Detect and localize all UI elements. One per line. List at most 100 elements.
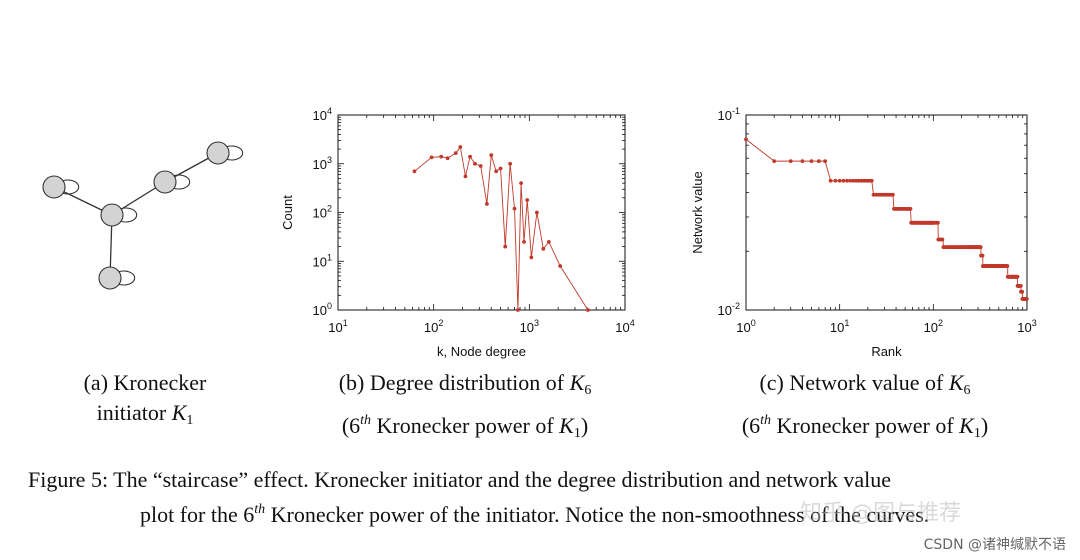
- data-point: [851, 178, 856, 183]
- data-point: [525, 198, 530, 202]
- data-point: [498, 166, 503, 171]
- data-point: [445, 156, 450, 161]
- panel-a-sub: 1: [186, 413, 194, 428]
- data-point: [484, 202, 489, 206]
- initiator-nodes: [42, 141, 244, 290]
- panel-a-caption: (a) Kronecker initiator K1: [50, 368, 240, 436]
- panel-b-caption-line2a: (6: [341, 413, 361, 438]
- data-point: [458, 145, 463, 149]
- x-tick-label: 101: [328, 318, 347, 335]
- panel-b-caption-line2b: Kronecker power of: [371, 413, 560, 438]
- figure-caption-line2b: Kronecker power of the initiator. Notice…: [265, 502, 930, 527]
- x-tick-label: 100: [736, 318, 755, 335]
- node: [206, 141, 230, 165]
- data-point: [516, 308, 520, 312]
- data-point: [478, 164, 483, 168]
- data-point: [535, 210, 539, 215]
- panel-b-sup: th: [360, 413, 372, 428]
- network-value-chart: 100 101 102 103 10-2 10-1 Rank Network value: [690, 106, 1037, 359]
- figure-caption-sup: th: [254, 502, 266, 517]
- panel-b-caption-line1: (b) Degree distribution of: [338, 370, 570, 395]
- self-loop: [225, 145, 244, 161]
- data-point: [586, 308, 590, 312]
- data-point: [816, 159, 821, 164]
- panel-c-caption-line2a: (6: [741, 413, 761, 438]
- data-point: [546, 239, 551, 244]
- figure-caption-line2a: plot for the 6: [140, 502, 255, 527]
- data-point: [468, 154, 472, 159]
- y-axis-label: Count: [280, 195, 295, 230]
- data-point: [837, 178, 842, 183]
- data-point: [908, 206, 913, 211]
- y-tick-label: 103: [313, 155, 332, 172]
- data-point: [1024, 297, 1029, 301]
- data-point: [744, 137, 748, 142]
- panel-b-caption: (b) Degree distribution of K6 (6th Krone…: [280, 368, 650, 449]
- y-tick-label: 104: [313, 106, 332, 123]
- y-tick-label: 10-1: [718, 106, 740, 123]
- figure-caption-line2: plot for the 6th Kronecker power of the …: [28, 495, 1068, 530]
- data-point: [512, 206, 517, 211]
- data-point: [845, 178, 849, 183]
- x-tick-label: 103: [1017, 318, 1036, 335]
- panel-c-caption-line1: (c) Network value of: [759, 370, 949, 395]
- y-tick-label: 100: [313, 301, 332, 318]
- panel-c-caption-line2c: ): [980, 413, 989, 438]
- data-point: [453, 151, 458, 156]
- figure-caption: Figure 5: The “staircase” effect. Kronec…: [28, 465, 1068, 530]
- panel-c-sub: 6: [963, 383, 971, 398]
- node: [42, 175, 66, 199]
- data-point: [936, 220, 940, 225]
- panel-b-caption-line2c: ): [580, 413, 589, 438]
- y-tick-label: 10-2: [718, 301, 740, 318]
- panel-c-sub2: 1: [973, 426, 981, 441]
- data-point: [519, 181, 523, 186]
- data-point: [1018, 283, 1023, 288]
- data-point: [828, 178, 833, 183]
- self-loop: [172, 174, 191, 190]
- data-point: [529, 255, 534, 260]
- data-point: [412, 169, 417, 174]
- data-point: [1015, 274, 1020, 279]
- data-point: [823, 159, 828, 164]
- data-point: [503, 244, 508, 249]
- data-point: [869, 178, 874, 183]
- x-tick-label: 104: [615, 318, 634, 335]
- x-tick-label: 101: [830, 318, 849, 335]
- data-point: [439, 154, 444, 159]
- data-point: [508, 161, 513, 166]
- panel-b-symbol2: K: [559, 413, 574, 438]
- data-point: [854, 178, 859, 183]
- x-axis-label: Rank: [871, 344, 902, 359]
- self-loop: [117, 270, 136, 286]
- data-point: [848, 178, 853, 183]
- data-point: [980, 253, 985, 258]
- self-loop: [61, 179, 80, 195]
- data-point: [429, 155, 434, 160]
- plot-frame: [745, 114, 1028, 311]
- data-point: [541, 246, 546, 251]
- data-point: [772, 159, 777, 164]
- series-line: [414, 145, 589, 311]
- initiator-edges: [53, 152, 219, 279]
- data-point: [841, 178, 846, 183]
- node: [98, 266, 122, 290]
- data-point: [1005, 264, 1010, 268]
- data-point: [978, 245, 983, 250]
- data-point: [473, 161, 477, 166]
- data-point: [1020, 289, 1025, 294]
- panel-b-symbol: K: [569, 370, 585, 395]
- panel-c-symbol: K: [948, 370, 964, 395]
- self-loop: [119, 207, 138, 223]
- watermark-footer: CSDN @诸神缄默不语: [923, 537, 1066, 553]
- panel-a-caption-line1: (a) Kronecker: [83, 370, 207, 395]
- initiator-graph: [42, 141, 244, 290]
- data-point: [494, 169, 499, 174]
- panel-b-sub2: 1: [573, 426, 581, 441]
- data-point: [890, 192, 895, 197]
- data-point: [463, 174, 468, 179]
- data-point: [833, 178, 838, 183]
- data-point: [800, 159, 805, 164]
- panel-c-sup: th: [760, 413, 772, 428]
- panel-c-caption: (c) Network value of K6 (6th Kronecker p…: [690, 368, 1040, 449]
